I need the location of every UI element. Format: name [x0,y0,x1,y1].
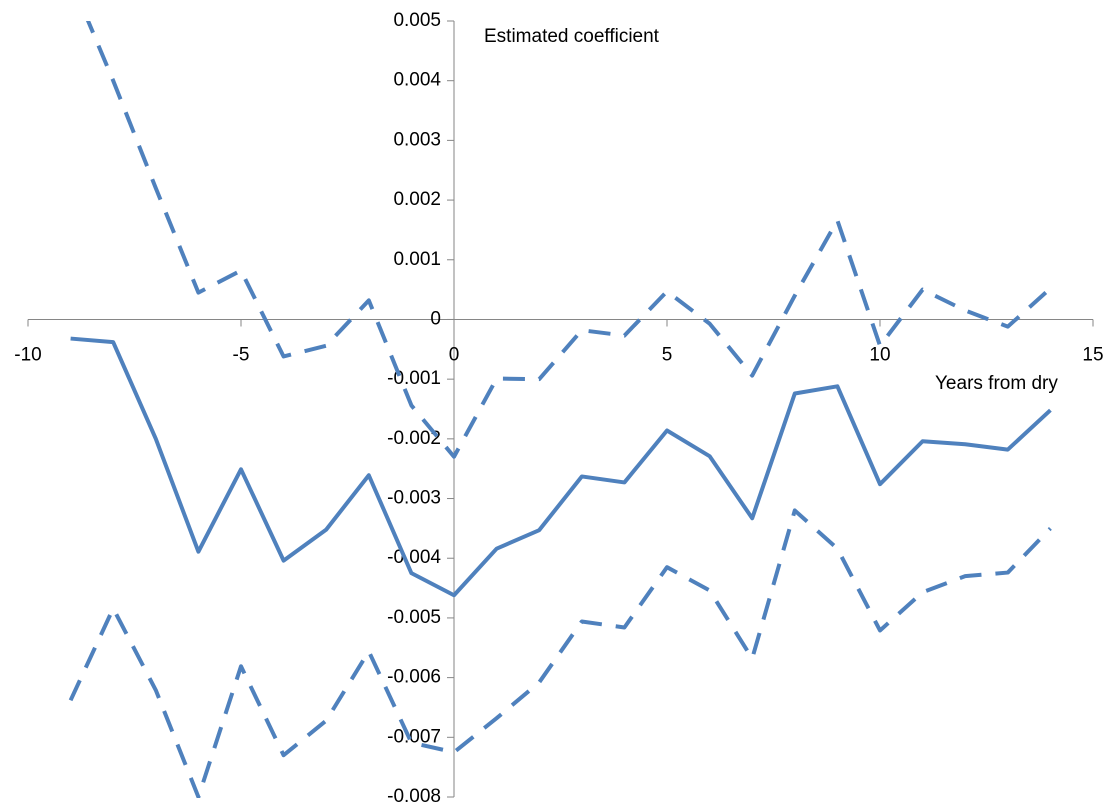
y-tick-label: -0.005 [387,607,441,628]
x-tick-label: -10 [14,344,41,365]
x-tick-label: 5 [662,344,673,365]
y-tick-label: -0.003 [387,488,441,509]
x-axis-title: Years from dry [935,373,1058,394]
y-tick-label: 0.003 [393,129,441,150]
y-tick-label: -0.004 [387,547,441,568]
series-line [70,336,1052,598]
series-line [85,21,1052,459]
y-axis-title: Estimated coefficient [484,26,660,47]
x-tick-label: 0 [449,344,460,365]
y-tick-label: 0 [430,308,441,329]
y-tick-label: -0.002 [387,428,441,449]
y-tick-label: -0.008 [387,786,441,807]
y-tick-label: -0.006 [387,667,441,688]
y-tick-label: 0.002 [393,189,441,210]
y-tick-label: 0.001 [393,249,441,270]
x-tick-label: -5 [233,344,250,365]
x-tick-label: 10 [869,344,890,365]
x-tick-label: 15 [1082,344,1103,365]
series-line [68,508,1052,798]
y-tick-label: -0.007 [387,726,441,747]
y-tick-label: -0.001 [387,368,441,389]
y-tick-label: 0.005 [393,10,441,31]
y-tick-label: 0.004 [393,70,441,91]
